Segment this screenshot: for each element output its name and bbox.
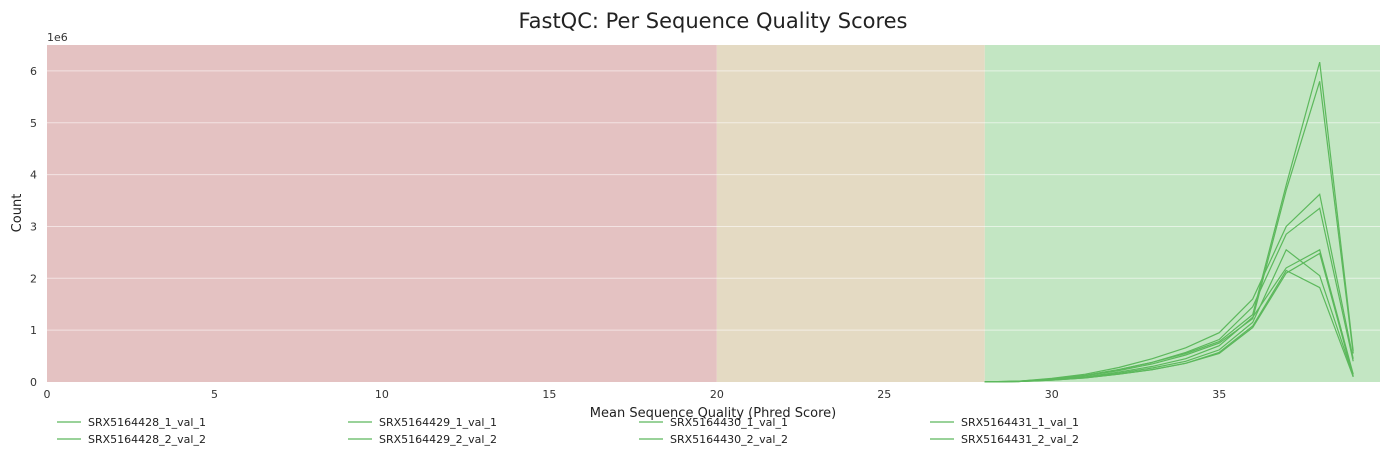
legend-label-6: SRX5164431_1_val_1: [961, 416, 1079, 429]
quality-zones: [47, 45, 1380, 382]
x-tick-label-2: 10: [375, 388, 389, 401]
x-tick-label-5: 25: [877, 388, 891, 401]
legend-label-1: SRX5164428_2_val_2: [88, 433, 206, 446]
series-line-5: [984, 81, 1354, 383]
legend-label-3: SRX5164429_2_val_2: [379, 433, 497, 446]
y-offset-label: 1e6: [47, 31, 68, 44]
x-tick-label-0: 0: [44, 388, 51, 401]
y-axis-label: Count: [10, 194, 25, 233]
x-tick-label-1: 5: [211, 388, 218, 401]
y-tick-label-1: 1: [30, 324, 37, 337]
y-tick-label-2: 2: [30, 272, 37, 285]
series-line-7: [984, 269, 1354, 383]
legend-label-7: SRX5164431_2_val_2: [961, 433, 1079, 446]
y-tick-label-0: 0: [30, 376, 37, 389]
x-tick-label-7: 35: [1212, 388, 1226, 401]
y-tick-label-5: 5: [30, 117, 37, 130]
legend-label-4: SRX5164430_1_val_1: [670, 416, 788, 429]
y-axis-ticks: 0 1 2 3 4 5 6: [30, 65, 37, 389]
gridlines: [47, 70, 1380, 331]
legend-label-2: SRX5164429_1_val_1: [379, 416, 497, 429]
x-tick-label-4: 20: [710, 388, 724, 401]
legend: SRX5164428_1_val_1 SRX5164428_2_val_2 SRX5…: [57, 416, 1079, 446]
y-tick-label-3: 3: [30, 220, 37, 233]
x-tick-label-6: 30: [1045, 388, 1059, 401]
quality-zone-0: [47, 45, 717, 382]
quality-zone-1: [716, 45, 985, 382]
y-tick-label-6: 6: [30, 65, 37, 78]
chart-title: FastQC: Per Sequence Quality Scores: [518, 9, 907, 33]
legend-label-5: SRX5164430_2_val_2: [670, 433, 788, 446]
x-axis-ticks: 0 5 10 15 20 25 30 35: [44, 388, 1227, 401]
series-lines: [984, 61, 1354, 383]
legend-label-0: SRX5164428_1_val_1: [88, 416, 206, 429]
x-tick-label-3: 15: [542, 388, 556, 401]
y-tick-label-4: 4: [30, 169, 37, 182]
x-axis-label: Mean Sequence Quality (Phred Score): [590, 406, 836, 421]
